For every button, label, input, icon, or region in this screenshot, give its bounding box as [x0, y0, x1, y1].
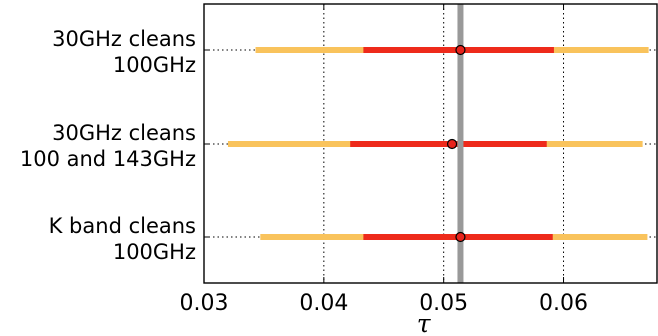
x-tick-label: 0.05 — [419, 291, 468, 316]
y-label-line2: 100GHz — [113, 53, 196, 77]
y-label-line2: 100GHz — [113, 240, 196, 264]
y-label-line2: 100 and 143GHz — [20, 147, 196, 171]
y-label-line1: 30GHz cleans — [52, 121, 196, 145]
x-axis-label: τ — [417, 309, 432, 336]
data-point — [455, 231, 466, 243]
data-point — [446, 138, 458, 150]
x-tick-label: 0.06 — [539, 291, 588, 316]
x-tick-label: 0.03 — [180, 291, 229, 316]
data-point — [455, 44, 466, 56]
rows — [204, 47, 657, 240]
plot-area-frame — [203, 3, 658, 284]
points — [446, 44, 466, 243]
y-label-line1: K band cleans — [49, 214, 196, 238]
x-ticks: 0.03 0.04 0.05 0.06 — [180, 4, 588, 316]
x-tick-label: 0.04 — [299, 291, 348, 316]
y-label-line1: 30GHz cleans — [52, 27, 196, 51]
